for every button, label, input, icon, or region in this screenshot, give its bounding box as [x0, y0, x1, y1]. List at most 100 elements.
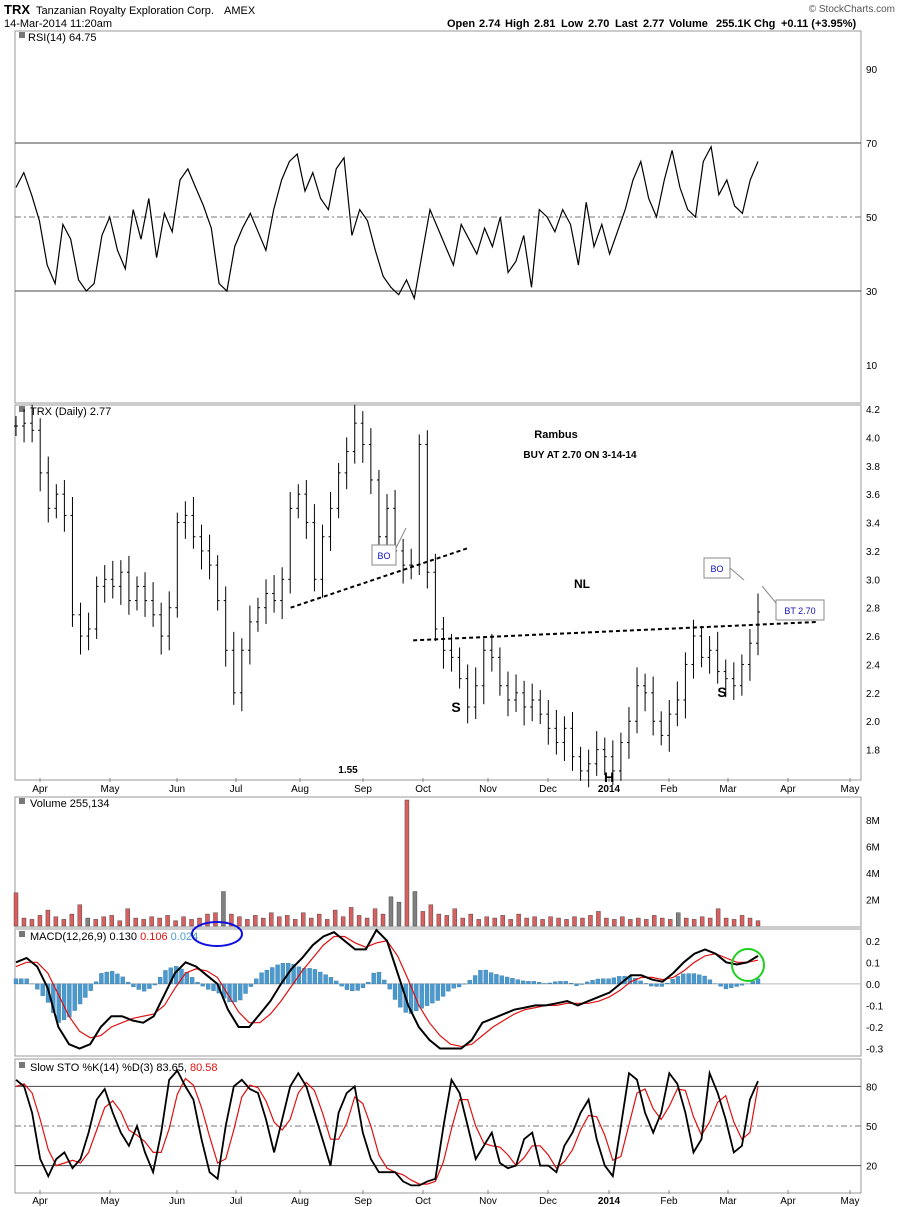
- macd-hist-64: [355, 983, 360, 991]
- sto-xtick-3: Jul: [230, 1196, 243, 1207]
- macd-hist-87: [478, 970, 483, 985]
- macd-hist-71: [392, 983, 398, 1000]
- macd-panel-frame: [14, 928, 862, 1057]
- volume-bar-76: [620, 916, 625, 927]
- rsi-ytick-4: 10: [866, 361, 878, 372]
- symbol: TRX: [4, 2, 30, 17]
- macd-hist-62: [344, 983, 350, 990]
- volume-bar-78: [636, 917, 641, 927]
- volume-bar-45: [372, 908, 378, 927]
- macd-hist-69: [382, 979, 387, 985]
- sto-xtick-7: Nov: [479, 1196, 497, 1207]
- sto-xtick-12: Apr: [780, 1196, 796, 1207]
- macd-hist-41: [232, 983, 238, 1003]
- macd-hist-26: [152, 983, 157, 986]
- macd-ytick-3: -0.1: [866, 1001, 884, 1012]
- price-xtick-10: Feb: [660, 784, 678, 795]
- macd-hist-49: [275, 964, 280, 985]
- price-ytick-3: 3.6: [866, 490, 880, 501]
- macd-hist-2: [24, 978, 29, 985]
- volume-bar-11: [101, 916, 106, 927]
- macd-hist-61: [339, 983, 344, 987]
- bt-box: [775, 599, 825, 621]
- macd-hist-121: [659, 983, 665, 987]
- macd-hist-10: [67, 983, 72, 1018]
- rsi-label: RSI(14) 64.75: [28, 32, 96, 44]
- macd-hist-126: [686, 973, 691, 985]
- macd-hist-20: [120, 976, 125, 985]
- volume-bar-43: [356, 915, 362, 927]
- macd-hist-0: [13, 978, 19, 985]
- price-ytick-9: 2.4: [866, 660, 880, 671]
- macd-hist-79: [435, 983, 440, 1001]
- volume-bar-5: [53, 916, 59, 927]
- volume-bar-89: [723, 917, 729, 927]
- macd-hist-19: [115, 973, 120, 985]
- volume-bar-17: [149, 916, 154, 927]
- macd-hist-value: 0.024: [171, 931, 199, 943]
- macd-hist-highlight-circle: [191, 921, 243, 947]
- volume-bar-77: [628, 919, 633, 927]
- macd-hist-1: [19, 978, 24, 985]
- volume-ytick-0: 8M: [866, 816, 880, 827]
- volume-bar-65: [532, 916, 537, 927]
- volume-bar-34: [285, 915, 290, 927]
- macd-ytick-1: 0.1: [866, 958, 880, 969]
- price-ytick-6: 3.0: [866, 575, 880, 586]
- macd-hist-63: [350, 983, 355, 992]
- macd-hist-58: [323, 974, 328, 985]
- sto-xtick-2: Jun: [169, 1196, 185, 1207]
- price-xtick-4: Aug: [291, 784, 309, 795]
- macd-hist-4: [35, 983, 40, 990]
- macd-hist-18: [109, 971, 115, 985]
- macd-hist-122: [665, 982, 670, 985]
- macd-hist-55: [307, 968, 312, 985]
- volume-bar-64: [524, 917, 529, 927]
- annotation-buy: BUY AT 2.70 ON 3-14-14: [523, 450, 637, 461]
- macd-hist-42: [238, 983, 243, 1001]
- macd-hist-133: [723, 983, 729, 990]
- macd-hist-96: [526, 981, 531, 985]
- volume-bar-4: [45, 909, 51, 927]
- macd-ytick-0: 0.2: [866, 937, 880, 948]
- company-name: Tanzanian Royalty Exploration Corp.: [36, 5, 214, 17]
- macd-hist-86: [472, 975, 478, 985]
- volume-bar-81: [660, 917, 665, 927]
- volume-bar-68: [556, 917, 561, 927]
- exchange: AMEX: [224, 5, 256, 17]
- volume-label: Volume: [669, 18, 708, 30]
- annotation-h: H: [604, 769, 614, 785]
- macd-signal-line: [15, 935, 759, 1048]
- macd-ytick-2: 0.0: [866, 980, 880, 991]
- macd-hist-97: [531, 981, 536, 985]
- volume-bar-38: [316, 913, 322, 927]
- volume-bar-90: [731, 919, 737, 927]
- macd-hist-76: [419, 983, 424, 1009]
- trendline-early-neckline: [290, 547, 469, 609]
- macd-hist-8: [56, 983, 61, 1023]
- datetime: 14-Mar-2014 11:20am: [4, 18, 112, 30]
- volume-label-panel: Volume 255,134: [30, 798, 110, 810]
- volume-bar-37: [309, 917, 314, 927]
- sto-xtick-0: Apr: [32, 1196, 48, 1207]
- volume-bar-82: [668, 919, 673, 927]
- sto-xtick-11: Mar: [719, 1196, 737, 1207]
- price-ytick-0: 4.2: [866, 405, 880, 416]
- rsi-ytick-3: 30: [866, 287, 878, 298]
- macd-hist-124: [675, 976, 681, 985]
- macd-hist-48: [270, 967, 275, 985]
- volume-bar-40: [332, 909, 338, 927]
- volume-bar-60: [492, 917, 497, 927]
- price-ytick-5: 3.2: [866, 547, 880, 558]
- macd-hist-23: [136, 983, 141, 990]
- macd-label: MACD(12,26,9) 0.130 0.106 0.024: [30, 931, 198, 943]
- volume-bar-1: [21, 917, 27, 927]
- macd-hist-109: [595, 978, 601, 985]
- bo-pointer-1: [395, 527, 407, 549]
- annotation-layer: Rambus BUY AT 2.70 ON 3-14-14 BO BO NL BT 2.7…: [191, 429, 825, 982]
- volume-bar-80: [652, 915, 657, 927]
- price-xtick-9: 2014: [598, 784, 621, 795]
- volume-bar-7: [69, 913, 75, 927]
- volume-bar-57: [468, 913, 473, 927]
